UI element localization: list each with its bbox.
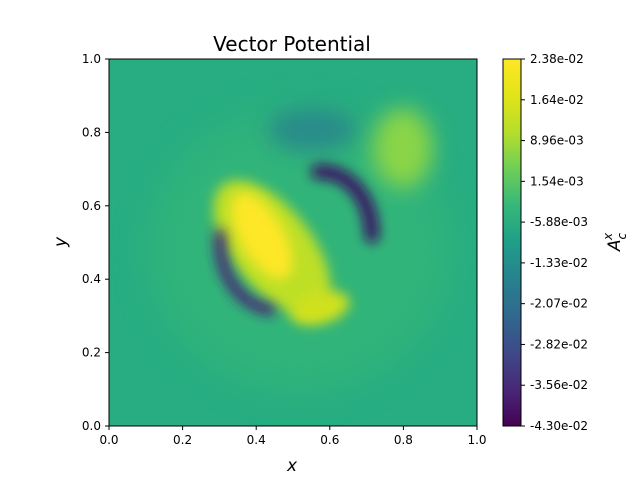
y-tick-label: 0.4: [82, 272, 101, 286]
colorbar-tick-label: -2.82e-02: [530, 337, 588, 351]
y-tick-label: 1.0: [82, 52, 101, 66]
y-axis-ticks: 0.0 0.2 0.4 0.6 0.8 1.0: [82, 52, 109, 433]
y-tick-label: 0.6: [82, 199, 101, 213]
colorbar-label: Acx: [601, 232, 629, 252]
colorbar-tick-label: -3.56e-02: [530, 378, 588, 392]
heatmap-field: [109, 59, 477, 426]
field-negative-arc-upper: [311, 164, 379, 243]
field-negative-top: [267, 108, 357, 152]
field-positive-upper-right: [373, 108, 433, 188]
colorbar-tick-label: 1.64e-02: [530, 93, 584, 107]
x-axis-ticks: 0.0 0.2 0.4 0.6 0.8 1.0: [99, 426, 487, 447]
x-tick-label: 0.6: [320, 433, 339, 447]
x-tick-label: 0.4: [247, 433, 266, 447]
x-tick-label: 0.8: [394, 433, 413, 447]
colorbar-label-sup: x: [601, 232, 615, 241]
chart-title: Vector Potential: [213, 32, 371, 56]
y-tick-label: 0.8: [82, 125, 101, 139]
colorbar-ticks: 2.38e-02 1.64e-02 8.96e-03 1.54e-03 -5.88e-0…: [521, 52, 588, 433]
colorbar: [502, 58, 522, 427]
colorbar-tick-label: 1.54e-03: [530, 174, 584, 188]
heatmap-blobs: [150, 108, 450, 390]
field-negative-arc-lower: [214, 229, 276, 316]
y-tick-label: 0.2: [82, 346, 101, 360]
colorbar-tick-label: 2.38e-02: [530, 52, 584, 66]
colorbar-tick-label: -4.30e-02: [530, 419, 588, 433]
field-positive-lower: [290, 290, 350, 326]
field-positive-core: [231, 193, 293, 279]
colorbar-tick-label: 8.96e-03: [530, 134, 584, 148]
plot-frame: [108, 58, 478, 427]
x-tick-label: 0.0: [99, 433, 118, 447]
colorbar-tick-label: -2.07e-02: [530, 297, 588, 311]
x-axis-label: x: [286, 456, 298, 476]
y-tick-label: 0.0: [82, 419, 101, 433]
colorbar-tick-label: -5.88e-03: [530, 215, 588, 229]
x-tick-label: 1.0: [467, 433, 486, 447]
colorbar-label-main: A: [605, 240, 625, 253]
x-tick-label: 0.2: [173, 433, 192, 447]
colorbar-label-sub: c: [615, 233, 629, 240]
y-axis-label: y: [51, 236, 71, 248]
colorbar-tick-label: -1.33e-02: [530, 256, 588, 270]
